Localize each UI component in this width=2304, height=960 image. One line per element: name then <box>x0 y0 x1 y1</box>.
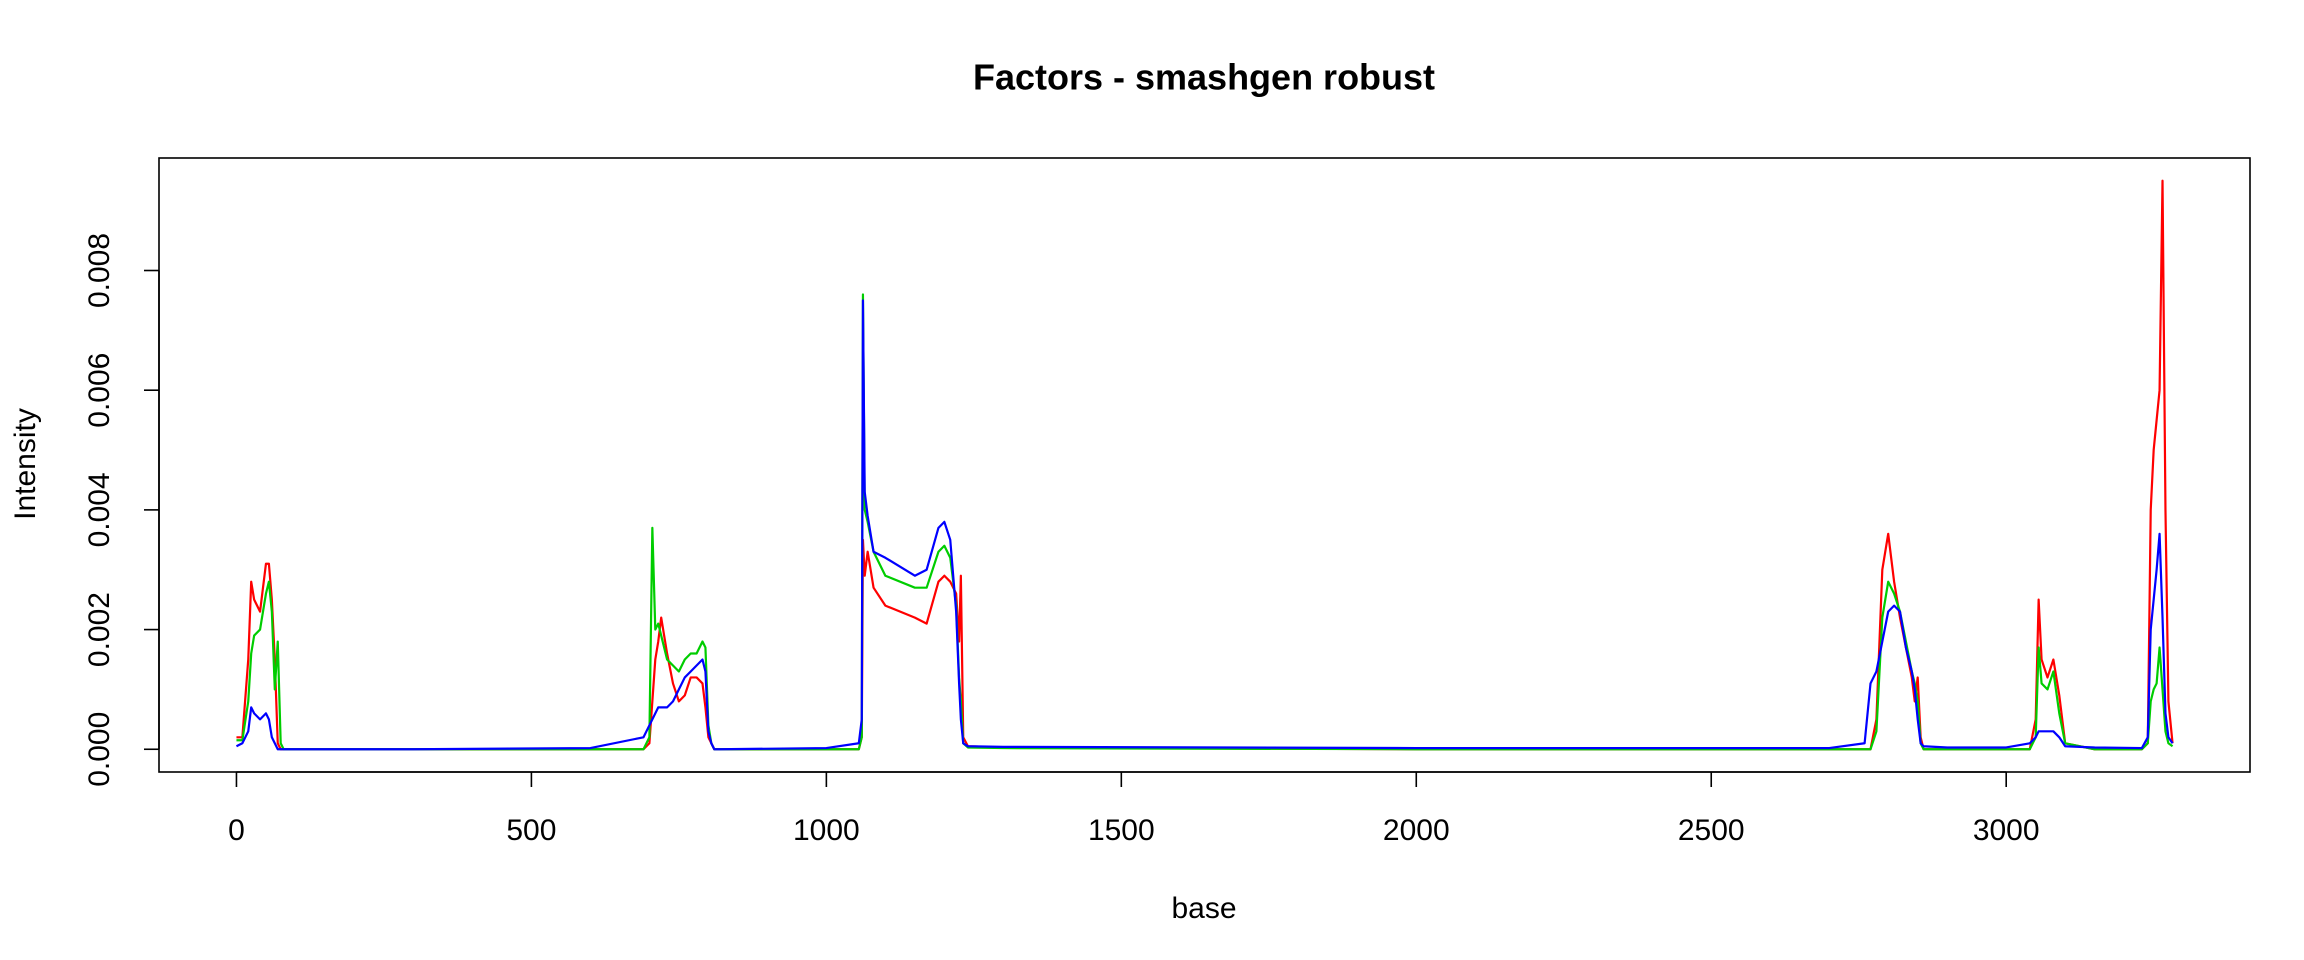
x-tick-label: 1500 <box>1088 814 1155 847</box>
x-tick-label: 2500 <box>1678 814 1745 847</box>
series-line <box>236 293 2174 751</box>
x-axis-label: base <box>1171 892 1236 925</box>
x-tick-label: 2000 <box>1383 814 1450 847</box>
x-tick-label: 0 <box>228 814 245 847</box>
x-tick-label: 3000 <box>1973 814 2040 847</box>
chart-title: Factors - smashgen robust <box>973 57 1435 98</box>
y-tick-label: 0.004 <box>83 472 116 547</box>
y-tick-label: 0.008 <box>83 233 116 308</box>
series-line <box>235 299 2174 751</box>
series-line <box>236 179 2174 751</box>
y-axis-label: Intensity <box>9 408 42 520</box>
x-tick-label: 500 <box>506 814 556 847</box>
y-tick-label: 0.002 <box>83 592 116 667</box>
x-tick-label: 1000 <box>793 814 860 847</box>
y-tick-label: 0.006 <box>83 353 116 428</box>
plot-box <box>158 157 2251 773</box>
y-tick-label: 0.000 <box>83 712 116 787</box>
